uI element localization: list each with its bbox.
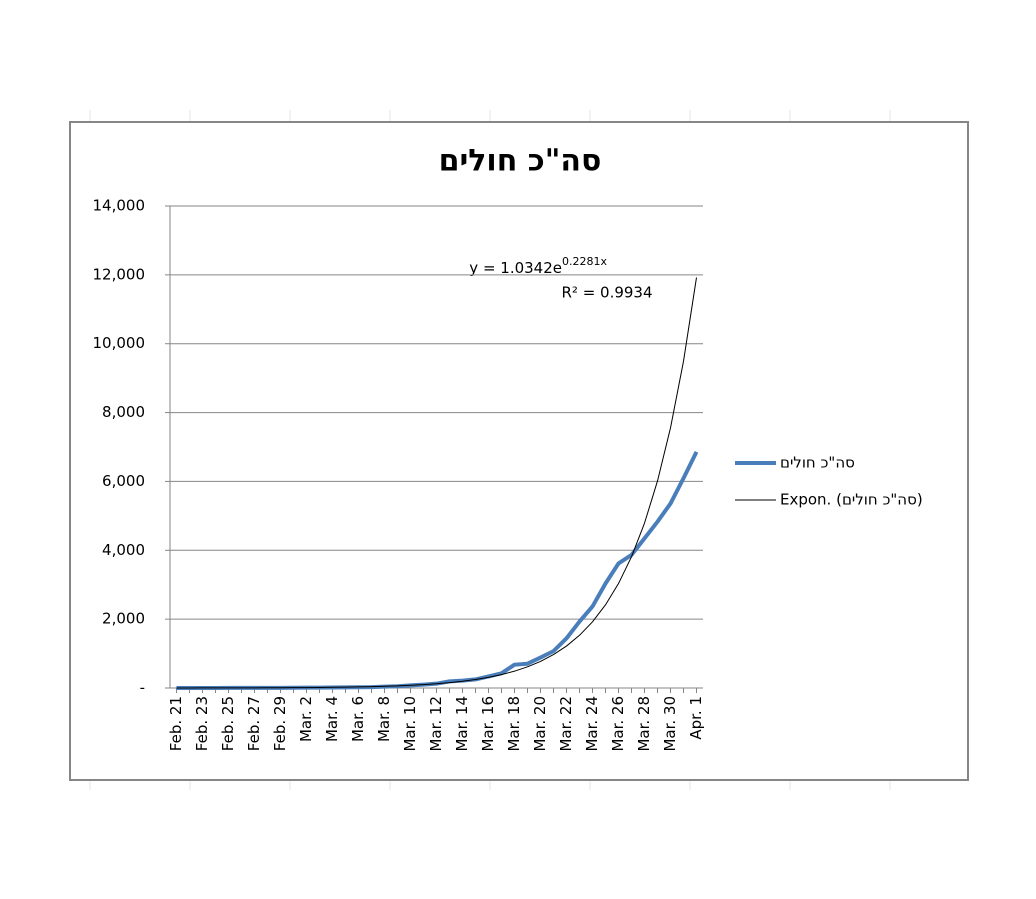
x-tick-label: Mar. 20 [531, 696, 549, 752]
x-tick-label: Feb. 23 [193, 696, 211, 751]
chart-frame [69, 121, 969, 781]
x-tick-label: Mar. 24 [583, 696, 601, 752]
x-tick-label: Feb. 27 [245, 696, 263, 751]
r-squared: R² = 0.9934 [561, 284, 652, 302]
x-tick-label: Mar. 6 [349, 696, 367, 742]
y-tick-label: 2,000 [102, 610, 145, 628]
legend-label: סה"כ חולים [780, 454, 855, 472]
x-tick-label: Mar. 30 [661, 696, 679, 752]
x-tick-label: Apr. 1 [687, 696, 705, 740]
y-tick-label: 4,000 [102, 541, 145, 559]
x-tick-label: Mar. 2 [297, 696, 315, 742]
equation: y = 1.0342e [469, 259, 562, 277]
x-tick-label: Mar. 18 [505, 696, 523, 752]
trend-equation: y = 1.0342e0.2281x [469, 255, 607, 277]
x-tick-label: Mar. 28 [635, 696, 653, 752]
x-tick-label: Feb. 25 [219, 696, 237, 751]
x-tick-label: Mar. 12 [427, 696, 445, 752]
x-tick-label: Mar. 14 [453, 696, 471, 752]
y-tick-label: 6,000 [102, 472, 145, 490]
y-tick-label: 10,000 [93, 334, 146, 352]
chart-title: סה"כ חולים [439, 144, 602, 179]
y-tick-label: 12,000 [93, 265, 146, 283]
y-tick-label: - [140, 679, 145, 697]
equation-exponent: 0.2281x [562, 255, 607, 268]
legend-label: Expon. (סה"כ חולים) [780, 491, 923, 509]
y-tick-label: 14,000 [93, 197, 146, 215]
x-tick-label: Mar. 22 [557, 696, 575, 752]
y-tick-label: 8,000 [102, 403, 145, 421]
x-tick-label: Mar. 26 [609, 696, 627, 752]
series-line [176, 277, 697, 689]
x-tick-label: Feb. 21 [167, 696, 185, 751]
x-tick-label: Mar. 8 [375, 696, 393, 742]
x-tick-label: Mar. 4 [323, 696, 341, 742]
x-tick-label: Mar. 10 [401, 696, 419, 752]
x-tick-label: Feb. 29 [271, 696, 289, 751]
x-tick-label: Mar. 16 [479, 696, 497, 752]
